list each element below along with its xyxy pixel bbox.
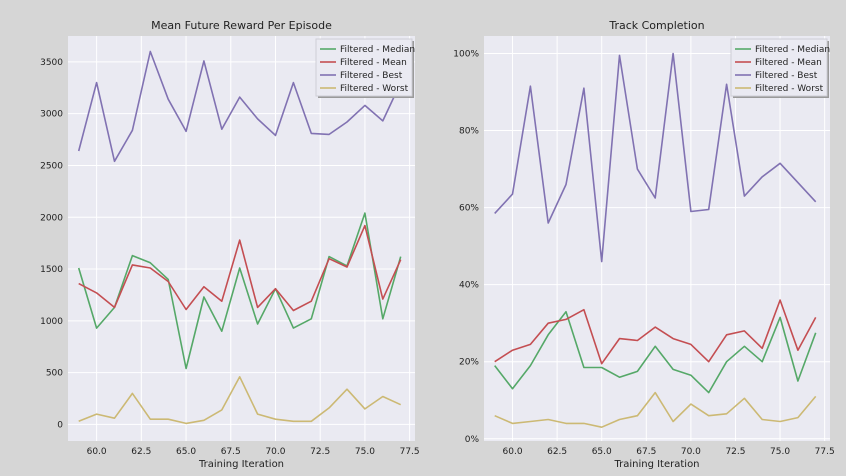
y-tick-label: 100% (453, 49, 479, 59)
y-tick-label: 0% (465, 435, 480, 445)
y-tick-label: 80% (459, 127, 479, 137)
y-tick-label: 0 (57, 420, 63, 430)
legend: Filtered - Median Filtered - Mean Filtered… (730, 38, 830, 98)
series-line-2 (78, 224, 402, 312)
x-tick-label: 72.5 (310, 447, 330, 457)
y-tick-label: 1500 (40, 265, 63, 275)
y-tick-label: 500 (46, 369, 63, 379)
x-tick-label: 72.5 (725, 447, 745, 457)
x-tick-label: 67.5 (636, 447, 656, 457)
x-axis-label: Training Iteration (198, 459, 284, 470)
legend-entry: Filtered - Best (340, 71, 403, 81)
chart-title: Track Completion (608, 19, 704, 32)
x-tick-label: 75.0 (355, 447, 375, 457)
x-tick-label: 60.0 (503, 447, 523, 457)
x-tick-label: 60.0 (87, 447, 107, 457)
legend-entry: Filtered - Median (340, 45, 415, 55)
plot-area (484, 36, 830, 441)
y-tick-label: 60% (459, 204, 479, 214)
series-line-3 (77, 50, 402, 163)
y-tick-label: 2000 (40, 213, 63, 223)
y-tick-label: 2500 (40, 161, 63, 171)
chart-title: Mean Future Reward Per Episode (151, 19, 332, 32)
chart-panel-1: 0 500 1000 1500 2000 2500 3000 3500 60.0 62.5 65.0… (40, 19, 420, 470)
x-tick-label: 75.0 (770, 447, 790, 457)
x-tick-label: 62.5 (131, 447, 151, 457)
legend-entry: Filtered - Mean (755, 58, 822, 68)
legend-entry: Filtered - Mean (340, 58, 407, 68)
x-tick-label: 62.5 (547, 447, 567, 457)
x-tick-label: 65.0 (592, 447, 612, 457)
y-tick-label: 1000 (40, 317, 63, 327)
x-tick-label: 77.5 (815, 447, 835, 457)
x-tick-label: 70.0 (265, 447, 285, 457)
legend-entry: Filtered - Median (755, 45, 830, 55)
x-tick-label: 65.0 (176, 447, 196, 457)
legend-entry: Filtered - Worst (755, 84, 824, 94)
plot-area (68, 36, 415, 441)
y-tick-label: 3000 (40, 110, 63, 120)
y-tick-label: 40% (459, 281, 479, 291)
y-tick-label: 20% (459, 358, 479, 368)
x-tick-label: 70.0 (681, 447, 701, 457)
legend-entry: Filtered - Worst (340, 84, 409, 94)
legend: Filtered - Median Filtered - Mean Filtered… (315, 38, 415, 98)
x-axis-label: Training Iteration (613, 459, 699, 470)
series-line-1 (494, 310, 817, 394)
series-line-3 (494, 52, 817, 263)
x-tick-label: 77.5 (400, 447, 420, 457)
series-line-4 (494, 391, 817, 429)
series-line-2 (494, 299, 817, 365)
series-line-4 (78, 375, 402, 425)
chart-panel-2: 0% 20% 40% 60% 80% 100% 60.0 62.5 65.0 67.5 70.0 72… (453, 19, 834, 470)
y-tick-label: 3500 (40, 58, 63, 68)
legend-entry: Filtered - Best (755, 71, 818, 81)
x-tick-label: 67.5 (221, 447, 241, 457)
